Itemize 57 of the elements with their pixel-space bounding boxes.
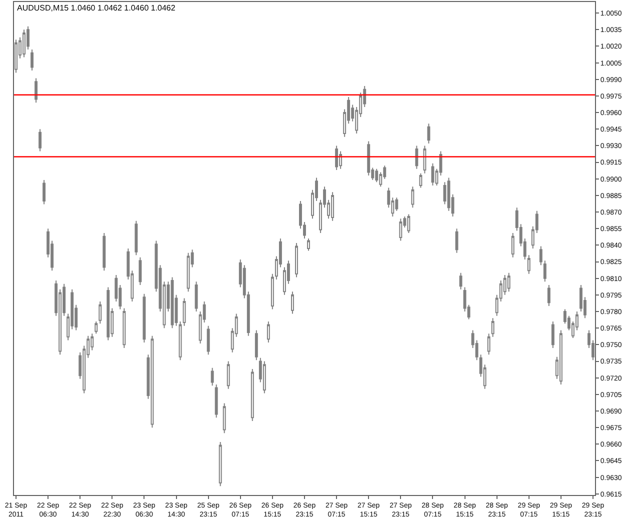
candlestick bbox=[98, 301, 102, 324]
candlestick bbox=[178, 320, 182, 361]
candlestick bbox=[423, 145, 426, 174]
candlestick bbox=[182, 298, 186, 326]
candlestick bbox=[170, 276, 174, 329]
candlestick bbox=[543, 260, 546, 282]
candlestick bbox=[38, 128, 42, 152]
candlestick bbox=[210, 367, 214, 386]
candlestick bbox=[335, 145, 338, 171]
candlestick bbox=[551, 320, 554, 348]
candlestick bbox=[22, 29, 26, 58]
candlestick bbox=[214, 384, 218, 418]
candlestick bbox=[407, 214, 410, 234]
candlestick bbox=[511, 232, 514, 258]
candlestick bbox=[295, 242, 298, 278]
candlestick bbox=[459, 272, 462, 290]
chart-title: AUDUSD,M15 1.0460 1.0462 1.0460 1.0462 bbox=[17, 4, 176, 13]
candlestick bbox=[206, 325, 210, 356]
candlestick bbox=[539, 246, 542, 266]
candlestick bbox=[427, 123, 430, 144]
candlestick bbox=[419, 172, 422, 188]
candlestick bbox=[138, 256, 142, 286]
candlestick bbox=[186, 252, 190, 292]
candlestick bbox=[226, 360, 230, 390]
candlestick bbox=[547, 284, 550, 306]
candlestick bbox=[431, 162, 434, 186]
candlestick bbox=[122, 308, 126, 348]
candlestick bbox=[491, 318, 494, 338]
candlestick bbox=[134, 220, 138, 256]
candlestick bbox=[307, 238, 310, 252]
candlestick bbox=[262, 360, 266, 394]
candlestick bbox=[331, 192, 334, 222]
candlestick bbox=[250, 368, 254, 422]
candlestick bbox=[411, 186, 414, 208]
candlestick bbox=[14, 39, 18, 74]
candlestick bbox=[270, 273, 274, 310]
candlestick bbox=[399, 218, 402, 242]
candlestick bbox=[291, 291, 294, 314]
candlestick bbox=[415, 145, 418, 170]
candlestick bbox=[102, 232, 106, 272]
candlestick bbox=[254, 330, 258, 361]
candlestick bbox=[142, 293, 146, 343]
candlestick bbox=[94, 320, 98, 334]
candlestick bbox=[42, 179, 46, 205]
candlestick bbox=[559, 330, 562, 385]
candlestick bbox=[218, 441, 222, 487]
candlestick bbox=[375, 168, 378, 183]
candlestick bbox=[266, 320, 270, 343]
candlestick bbox=[507, 272, 510, 292]
candlestick bbox=[487, 333, 490, 356]
candlestick bbox=[106, 286, 110, 341]
candlestick bbox=[527, 254, 530, 274]
candlestick bbox=[367, 140, 370, 176]
candlestick bbox=[194, 281, 198, 312]
candlestick bbox=[222, 402, 226, 434]
candlestick bbox=[34, 78, 38, 104]
candlestick bbox=[30, 49, 34, 72]
